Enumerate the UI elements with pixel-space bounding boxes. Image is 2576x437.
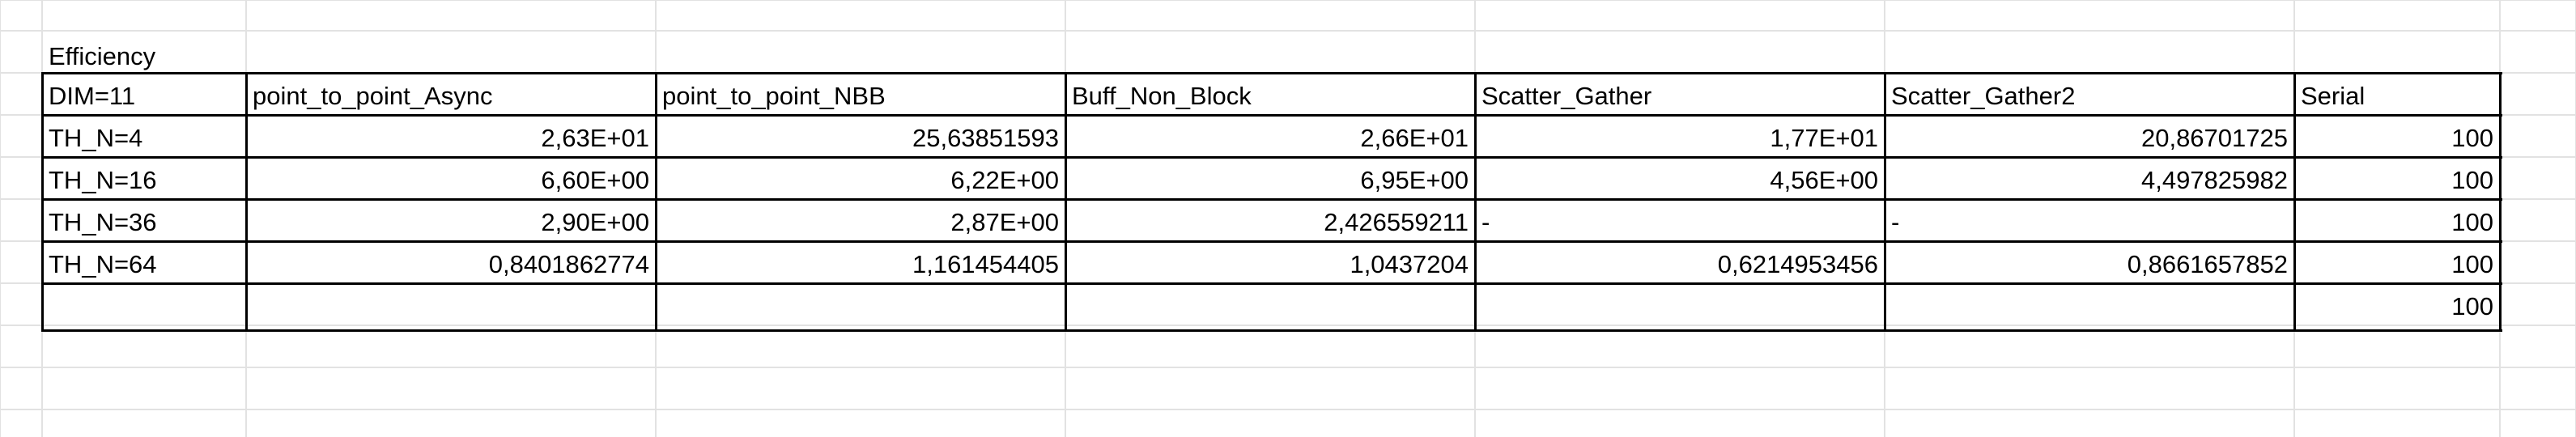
data-cell[interactable]: 2,63E+01 bbox=[541, 124, 649, 152]
data-cell[interactable] bbox=[246, 286, 656, 328]
data-cell[interactable]: 100 bbox=[2451, 292, 2493, 320]
data-cell[interactable]: 100 bbox=[2451, 124, 2493, 152]
data-cell[interactable]: 2,426559211 bbox=[1324, 208, 1469, 236]
data-cell[interactable] bbox=[1475, 286, 1885, 328]
gridline-vertical bbox=[0, 0, 1, 437]
data-cell[interactable] bbox=[1065, 286, 1475, 328]
table-border-horizontal bbox=[42, 72, 2502, 74]
table-border-vertical bbox=[245, 72, 248, 332]
table-border-horizontal bbox=[42, 198, 2502, 201]
data-cell[interactable]: 0,8401862774 bbox=[488, 250, 649, 278]
header-cell[interactable]: Buff_Non_Block bbox=[1072, 82, 1252, 110]
table-border-vertical bbox=[2293, 72, 2296, 332]
data-cell[interactable]: 2,87E+00 bbox=[950, 208, 1059, 236]
gridline-horizontal bbox=[0, 367, 2576, 368]
data-cell[interactable]: 1,0437204 bbox=[1350, 250, 1469, 278]
data-cell[interactable]: 100 bbox=[2451, 166, 2493, 194]
data-cell[interactable]: 100 bbox=[2451, 250, 2493, 278]
data-cell[interactable]: 2,90E+00 bbox=[541, 208, 649, 236]
header-cell[interactable]: DIM=11 bbox=[49, 82, 136, 110]
row-label-cell[interactable]: TH_N=4 bbox=[49, 124, 143, 152]
data-cell[interactable]: 0,6214953456 bbox=[1717, 250, 1878, 278]
gridline-horizontal bbox=[0, 0, 2576, 1]
header-cell[interactable]: point_to_point_Async bbox=[253, 82, 493, 110]
row-label-cell[interactable] bbox=[42, 286, 246, 328]
data-cell[interactable]: 0,8661657852 bbox=[2127, 250, 2288, 278]
row-label-cell[interactable]: TH_N=16 bbox=[49, 166, 157, 194]
data-cell[interactable]: 4,56E+00 bbox=[1770, 166, 1878, 194]
row-label-cell[interactable]: TH_N=64 bbox=[49, 250, 157, 278]
row-label-cell[interactable]: TH_N=36 bbox=[49, 208, 157, 236]
data-cell[interactable]: - bbox=[1481, 208, 1490, 236]
gridline-horizontal bbox=[0, 409, 2576, 410]
header-cell[interactable]: Scatter_Gather2 bbox=[1891, 82, 2076, 110]
data-cell[interactable]: 1,77E+01 bbox=[1770, 124, 1878, 152]
table-border-horizontal bbox=[42, 329, 2502, 332]
table-border-horizontal bbox=[42, 114, 2502, 117]
data-cell[interactable]: 25,63851593 bbox=[912, 124, 1059, 152]
table-border-vertical bbox=[2499, 72, 2502, 332]
header-cell[interactable]: point_to_point_NBB bbox=[662, 82, 886, 110]
data-cell[interactable]: 4,497825982 bbox=[2140, 166, 2288, 194]
data-cell[interactable]: 20,86701725 bbox=[2140, 124, 2288, 152]
gridline-horizontal bbox=[0, 30, 2576, 32]
table-border-vertical bbox=[1474, 72, 1477, 332]
table-border-horizontal bbox=[42, 240, 2502, 243]
table-border-vertical bbox=[655, 72, 657, 332]
sheet-title-cell[interactable]: Efficiency bbox=[49, 42, 156, 70]
data-cell[interactable] bbox=[1885, 286, 2294, 328]
data-cell[interactable]: 6,95E+00 bbox=[1360, 166, 1469, 194]
header-cell[interactable]: Scatter_Gather bbox=[1481, 82, 1652, 110]
header-cell[interactable]: Serial bbox=[2301, 82, 2366, 110]
table-border-vertical bbox=[41, 72, 44, 332]
data-cell[interactable]: 1,161454405 bbox=[912, 250, 1059, 278]
gridline-horizontal bbox=[0, 325, 2576, 326]
table-border-vertical bbox=[1065, 72, 1067, 332]
table-border-horizontal bbox=[42, 156, 2502, 159]
table-border-vertical bbox=[1884, 72, 1886, 332]
data-cell[interactable]: - bbox=[1891, 208, 1900, 236]
data-cell[interactable]: 6,60E+00 bbox=[541, 166, 649, 194]
data-cell[interactable] bbox=[656, 286, 1065, 328]
data-cell[interactable]: 2,66E+01 bbox=[1360, 124, 1469, 152]
data-cell[interactable]: 100 bbox=[2451, 208, 2493, 236]
data-cell[interactable]: 6,22E+00 bbox=[950, 166, 1059, 194]
table-border-horizontal bbox=[42, 282, 2502, 285]
